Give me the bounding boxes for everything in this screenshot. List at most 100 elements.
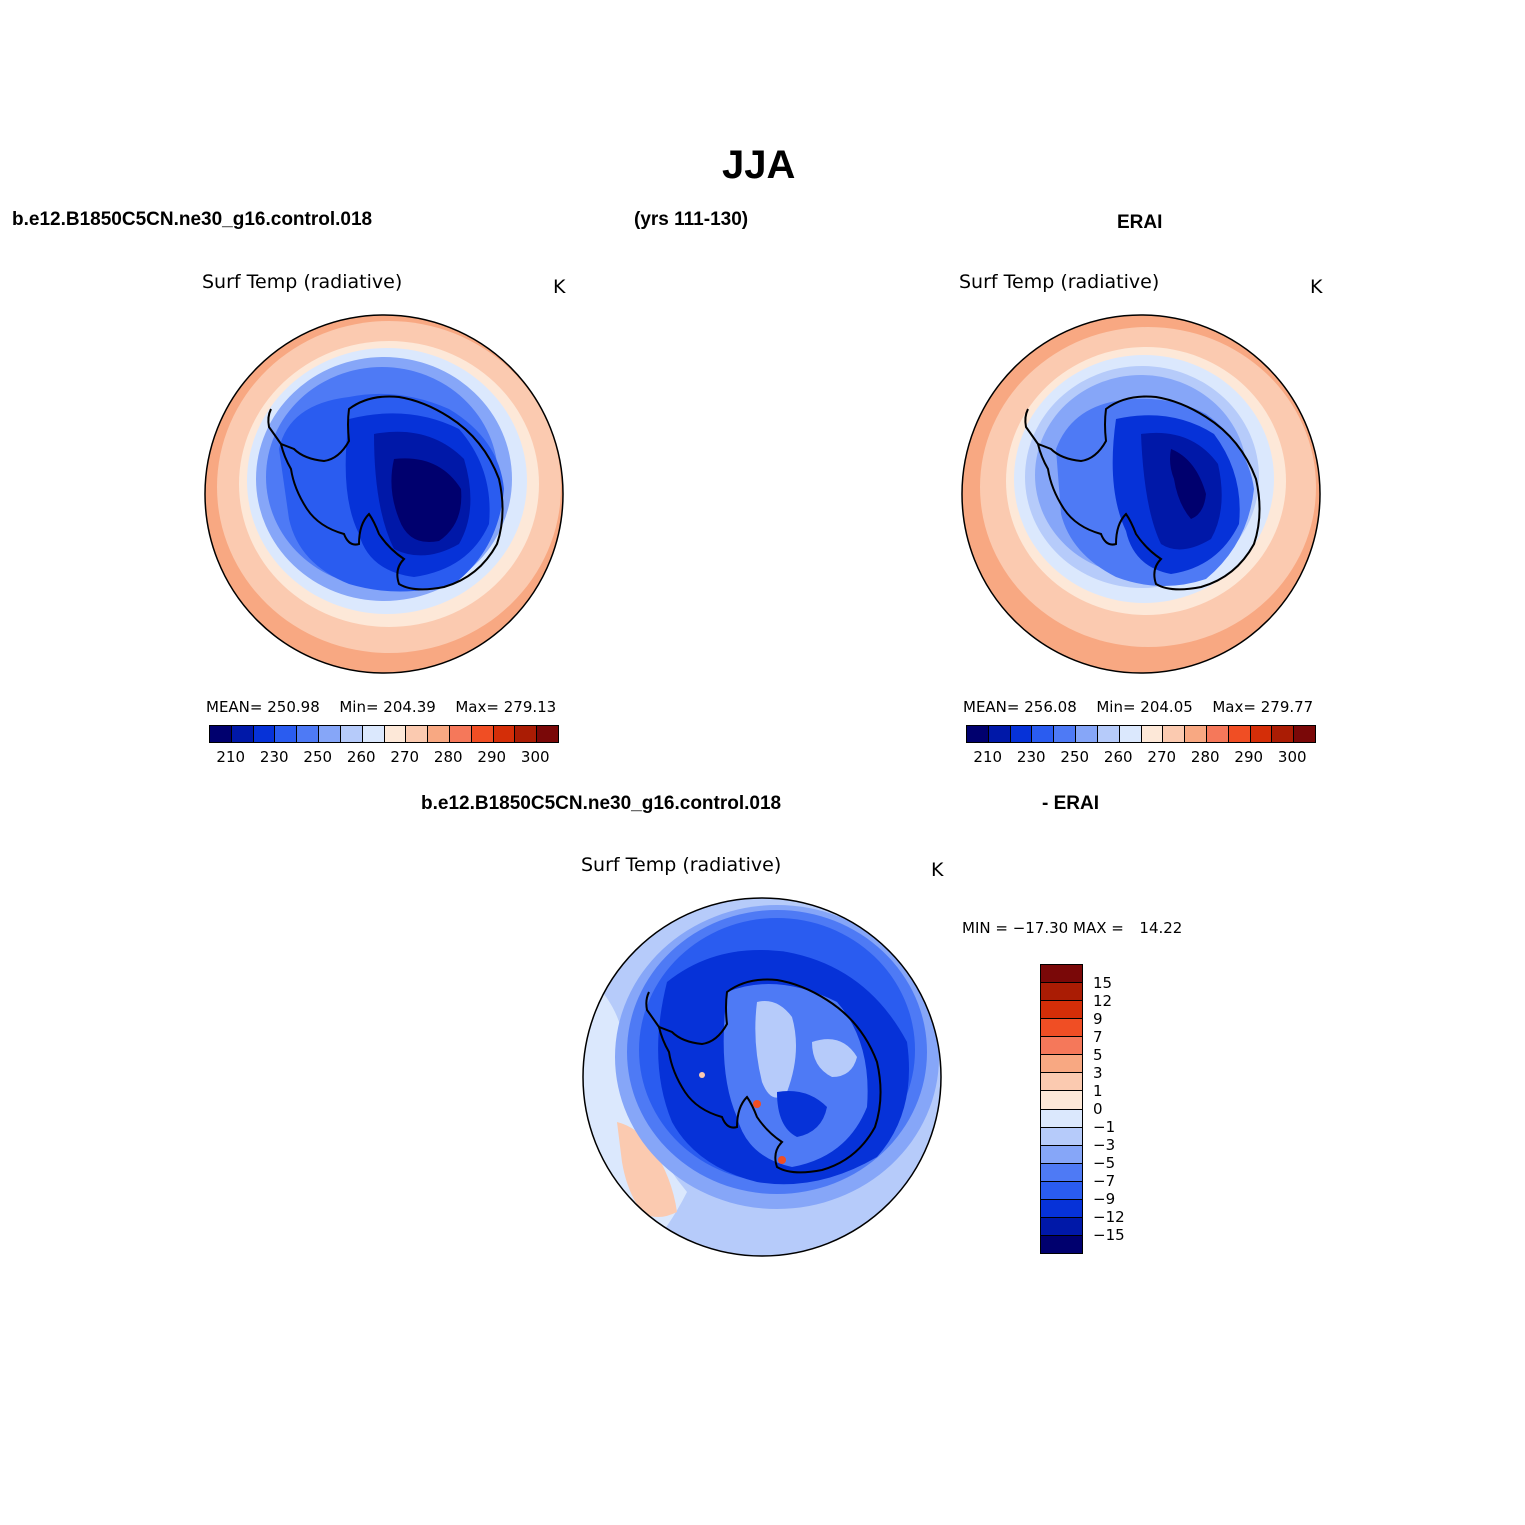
diff-ice-pale2 — [812, 1039, 857, 1077]
colorbar-tick-label: 230 — [1016, 748, 1046, 766]
model-coastline — [279, 395, 504, 591]
figure-title: JJA — [722, 143, 796, 187]
colorbar-cell — [1185, 726, 1207, 742]
diff-hotspot-1 — [753, 1100, 761, 1108]
model-field-label: Surf Temp (radiative) — [202, 271, 403, 293]
obs-coastline — [1036, 395, 1261, 591]
colorbar-tick-label: 230 — [259, 748, 289, 766]
colorbar-cell — [1163, 726, 1186, 742]
obs-ice-core — [1170, 449, 1206, 519]
colorbar-cell — [1097, 726, 1120, 742]
model-stats: MEAN= 250.98 Min= 204.39 Max= 279.13 — [206, 698, 556, 716]
colorbar-cell — [471, 726, 494, 742]
colorbar-tick-label: −15 — [1093, 1226, 1125, 1244]
obs-field-label: Surf Temp (radiative) — [959, 271, 1160, 293]
diff-hotspot-2 — [778, 1156, 786, 1164]
colorbar-tick-label: −7 — [1093, 1172, 1116, 1190]
colorbar-tick-label: 7 — [1093, 1028, 1103, 1046]
colorbar-tick-label: 270 — [1147, 748, 1177, 766]
colorbar-cell — [1119, 726, 1142, 742]
obs-colorbar — [966, 725, 1316, 743]
model-mean-value: 250.98 — [267, 698, 320, 716]
model-max-value: 279.13 — [503, 698, 557, 716]
colorbar-cell — [231, 726, 254, 742]
diff-peninsula — [645, 991, 660, 1028]
obs-mean-label: MEAN= — [963, 698, 1020, 716]
colorbar-cell — [1032, 726, 1055, 742]
colorbar-cell — [1041, 1145, 1082, 1164]
model-colorbar-ticks: 210 230 250 260 270 280 290 300 — [209, 748, 557, 766]
colorbar-cell — [1041, 1019, 1082, 1038]
diff-map-border — [582, 897, 942, 1257]
diff-warm-anomaly — [617, 1122, 677, 1217]
colorbar-cell — [340, 726, 363, 742]
case-name-header: b.e12.B1850C5CN.ne30_g16.control.018 — [12, 209, 373, 230]
model-polar-map — [204, 314, 564, 674]
obs-min-label: Min= — [1096, 698, 1136, 716]
colorbar-tick-label: 210 — [216, 748, 246, 766]
model-peninsula — [267, 408, 282, 445]
colorbar-cell — [537, 726, 558, 742]
colorbar-tick-label: 280 — [433, 748, 463, 766]
colorbar-cell — [1041, 1109, 1082, 1128]
colorbar-tick-label: 270 — [390, 748, 420, 766]
colorbar-tick-label: −1 — [1093, 1118, 1116, 1136]
diff-obs-header: - ERAI — [1042, 793, 1099, 814]
model-colorbar — [209, 725, 559, 743]
obs-mean-value: 256.08 — [1024, 698, 1077, 716]
colorbar-tick-label: −3 — [1093, 1136, 1116, 1154]
diff-max-value: 14.22 — [1139, 919, 1183, 937]
diff-stats: MIN = −17.30 MAX = 14.22 — [962, 919, 1182, 937]
model-map-border — [204, 314, 564, 674]
colorbar-cell — [1041, 1181, 1082, 1200]
colorbar-tick-label: 15 — [1093, 974, 1113, 992]
obs-max-value: 279.77 — [1260, 698, 1314, 716]
model-mean-label: MEAN= — [206, 698, 263, 716]
colorbar-tick-label: 300 — [520, 748, 550, 766]
colorbar-cell — [1010, 726, 1033, 742]
colorbar-tick-label: −9 — [1093, 1190, 1116, 1208]
obs-name-header: ERAI — [1117, 212, 1163, 233]
years-header: (yrs 111-130) — [634, 209, 749, 230]
colorbar-cell — [1294, 726, 1315, 742]
diff-polar-map — [582, 897, 942, 1257]
colorbar-tick-label: 260 — [346, 748, 376, 766]
obs-min-value: 204.05 — [1140, 698, 1193, 716]
obs-colorbar-ticks: 210 230 250 260 270 280 290 300 — [966, 748, 1314, 766]
diff-ice-dark — [777, 1091, 827, 1137]
colorbar-tick-label: 5 — [1093, 1046, 1103, 1064]
colorbar-cell — [967, 726, 989, 742]
colorbar-cell — [1041, 1001, 1082, 1020]
model-min-label: Min= — [339, 698, 379, 716]
diff-case-header: b.e12.B1850C5CN.ne30_g16.control.018 — [421, 793, 782, 814]
colorbar-cell — [1228, 726, 1251, 742]
colorbar-tick-label: 0 — [1093, 1100, 1103, 1118]
colorbar-cell — [1076, 726, 1098, 742]
obs-max-label: Max= — [1212, 698, 1256, 716]
colorbar-cell — [988, 726, 1011, 742]
colorbar-cell — [428, 726, 450, 742]
colorbar-cell — [1041, 1217, 1082, 1236]
colorbar-cell — [1041, 965, 1082, 984]
colorbar-cell — [384, 726, 407, 742]
obs-units-label: K — [1310, 276, 1323, 298]
colorbar-tick-label: 280 — [1190, 748, 1220, 766]
colorbar-tick-label: 300 — [1277, 748, 1307, 766]
colorbar-cell — [1250, 726, 1273, 742]
colorbar-cell — [1041, 1055, 1082, 1074]
model-ice-core — [391, 458, 462, 543]
colorbar-cell — [210, 726, 232, 742]
colorbar-cell — [1041, 983, 1082, 1002]
colorbar-cell — [449, 726, 472, 742]
colorbar-tick-label: 210 — [973, 748, 1003, 766]
colorbar-cell — [1041, 1235, 1082, 1253]
colorbar-cell — [406, 726, 429, 742]
colorbar-cell — [1041, 1037, 1082, 1056]
colorbar-tick-label: 250 — [303, 748, 333, 766]
colorbar-cell — [1206, 726, 1229, 742]
diff-max-label: MAX = — [1073, 919, 1124, 937]
colorbar-tick-label: 9 — [1093, 1010, 1103, 1028]
colorbar-cell — [1141, 726, 1164, 742]
colorbar-cell — [1041, 1127, 1082, 1146]
diff-colorbar-ticks: 15 12 9 7 5 3 1 0 −1 −3 −5 −7 −9 −12 −15 — [1093, 974, 1125, 1244]
